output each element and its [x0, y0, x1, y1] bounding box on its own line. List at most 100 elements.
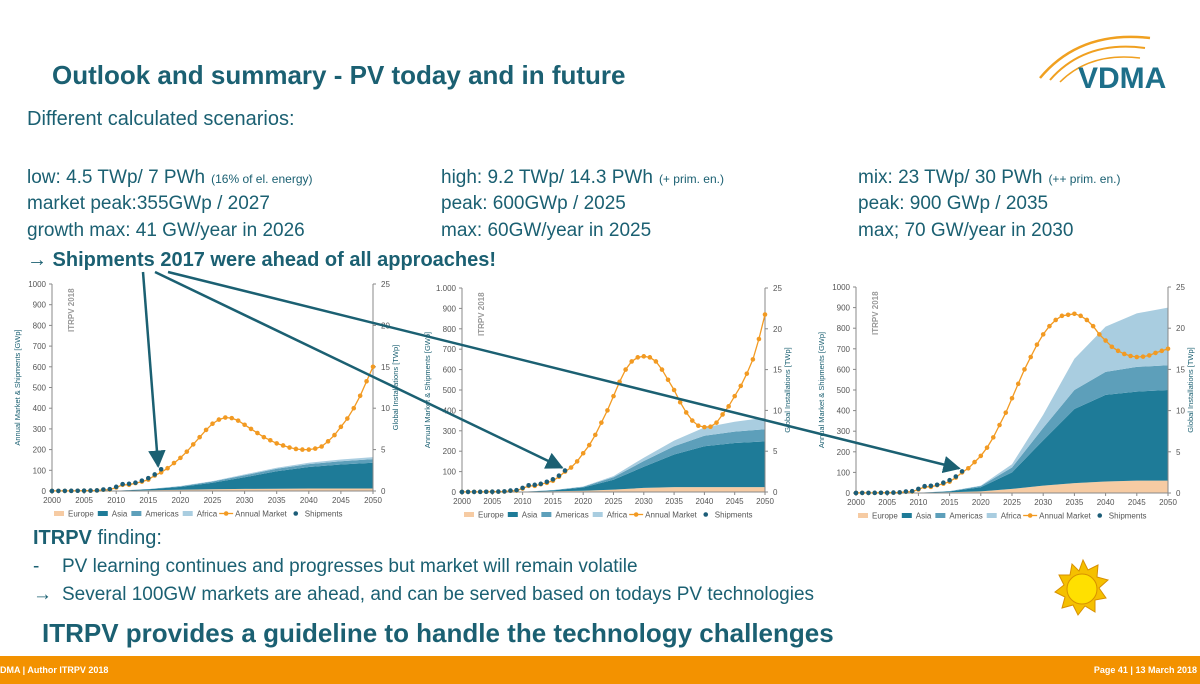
data-point	[62, 488, 68, 494]
data-point	[916, 486, 921, 492]
data-point	[178, 455, 183, 461]
data-point	[990, 435, 996, 440]
scenarios: low: 4.5 TWp/ 7 PWh (16% of el. energy) ma…	[27, 167, 1120, 241]
watermark: ITRPV 2018	[67, 288, 76, 332]
y-tick-label: 0	[42, 487, 47, 496]
data-point	[1078, 313, 1083, 319]
data-point	[508, 488, 513, 493]
data-point	[197, 434, 202, 440]
data-point	[1059, 313, 1065, 319]
data-point	[171, 460, 177, 466]
data-point	[580, 450, 586, 456]
data-point	[1109, 344, 1115, 350]
y-tick-label: 800	[837, 324, 851, 333]
scenario-line: mix: 23 TWp/ 30 PWh (++ prim. en.)	[858, 167, 1120, 188]
y-tick-label: 400	[33, 404, 47, 413]
data-point	[133, 480, 138, 486]
data-point	[364, 378, 369, 384]
logo-arc	[1039, 35, 1151, 79]
data-point	[235, 418, 241, 423]
data-point	[653, 359, 659, 364]
y-tick-label: 300	[837, 427, 851, 436]
x-tick-label: 2015	[139, 496, 157, 505]
scenario-note: (16% of el. energy)	[211, 172, 312, 186]
data-point	[1028, 354, 1034, 360]
plot	[462, 417, 765, 492]
data-point	[897, 490, 902, 495]
data-point	[556, 473, 562, 478]
area	[52, 457, 373, 491]
scenario-note: (++ prim. en.)	[1048, 172, 1120, 186]
scenario-line: max; 70 GW/year in 2030	[858, 220, 1073, 241]
y2-tick-label: 25	[773, 284, 782, 293]
heading-rest: finding:	[97, 527, 162, 549]
y-axis-label: Annual Market & Shipments [GWp]	[817, 332, 826, 448]
y-tick-label: 900	[33, 301, 47, 310]
data-point	[107, 486, 113, 492]
legend-swatch	[858, 513, 868, 518]
logo-arc	[1049, 45, 1146, 81]
data-point	[351, 405, 357, 411]
data-point	[562, 468, 568, 473]
data-point	[647, 355, 653, 360]
data-point	[1159, 348, 1165, 354]
scenario-main: growth max: 41 GW/year in 2026	[27, 220, 305, 241]
y2-tick-label: 25	[381, 280, 390, 289]
data-point	[984, 445, 990, 450]
y-tick-label: 600	[33, 363, 47, 372]
data-point	[611, 393, 616, 399]
legend-swatch	[901, 513, 912, 518]
data-point	[88, 488, 93, 493]
legend-label: Africa	[197, 510, 218, 519]
data-point	[184, 449, 190, 454]
data-point	[325, 439, 331, 444]
data-point	[947, 477, 952, 483]
y-tick-label: 700	[33, 342, 47, 351]
x-tick-label: 2045	[726, 497, 744, 506]
scenario-line: growth max: 41 GW/year in 2026	[27, 220, 305, 241]
legend-swatch	[223, 511, 229, 516]
data-point	[677, 399, 683, 405]
data-point	[593, 432, 598, 438]
finding: Several 100GW markets are ahead, and can…	[62, 584, 814, 605]
logo-arc	[1059, 56, 1141, 83]
data-point	[738, 383, 744, 389]
legend-swatch	[131, 511, 142, 516]
watermark: ITRPV 2018	[871, 291, 880, 335]
data-point	[280, 443, 286, 448]
data-point	[203, 427, 209, 433]
data-point	[762, 312, 768, 317]
legend-label: Americas	[555, 511, 588, 520]
x-tick-label: 2005	[483, 497, 501, 506]
data-point	[720, 412, 725, 417]
y2-tick-label: 0	[381, 487, 386, 496]
x-tick-label: 2045	[1128, 498, 1146, 507]
scenario-main: low: 4.5 TWp/ 7 PWh	[27, 167, 205, 188]
data-point	[853, 490, 859, 496]
area	[856, 390, 1168, 493]
data-point	[859, 490, 865, 496]
data-point	[997, 422, 1002, 428]
data-point	[532, 482, 538, 488]
scenario-line: low: 4.5 TWp/ 7 PWh (16% of el. energy)	[27, 167, 313, 188]
scenario-line: market peak:355GWp / 2027	[27, 193, 270, 214]
data-point	[1040, 332, 1046, 337]
y-tick-label: 500	[33, 384, 47, 393]
y-tick-label: 1.000	[436, 284, 457, 293]
scenario-line: high: 9.2 TWp/ 14.3 PWh (+ prim. en.)	[441, 167, 724, 188]
data-point	[1009, 395, 1015, 401]
legend-label: Europe	[478, 511, 504, 520]
scenario-line: max: 60GW/year in 2025	[441, 220, 651, 241]
data-point	[216, 417, 222, 422]
x-tick-label: 2045	[332, 496, 350, 505]
scenario-main: peak: 900 GWp / 2035	[858, 193, 1048, 214]
data-point	[229, 415, 235, 421]
legend-swatch	[703, 512, 709, 517]
data-point	[903, 489, 909, 494]
data-point	[1034, 342, 1040, 347]
x-tick-label: 2025	[1003, 498, 1021, 507]
data-point	[94, 488, 100, 493]
y2-tick-label: 15	[381, 363, 390, 372]
logo: VDMA	[1039, 35, 1166, 95]
